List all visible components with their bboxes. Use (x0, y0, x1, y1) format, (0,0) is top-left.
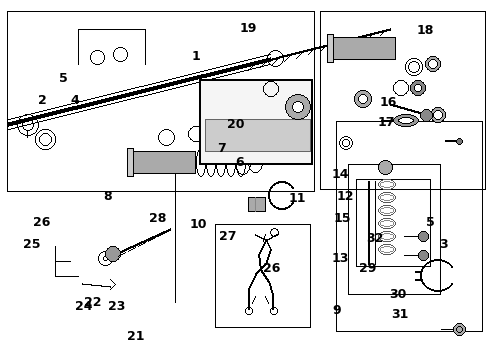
Text: 26: 26 (33, 216, 51, 229)
Text: 6: 6 (235, 156, 244, 168)
Text: 18: 18 (415, 23, 433, 36)
Text: 5: 5 (425, 216, 433, 229)
Text: 1: 1 (191, 50, 200, 63)
Text: 9: 9 (332, 303, 341, 316)
Text: 29: 29 (359, 262, 376, 275)
Text: 16: 16 (379, 96, 396, 109)
Text: 24: 24 (75, 301, 93, 314)
Text: 25: 25 (23, 238, 41, 252)
Text: 4: 4 (70, 94, 79, 108)
Text: 21: 21 (127, 330, 144, 343)
Text: 30: 30 (388, 288, 406, 302)
Text: 19: 19 (239, 22, 256, 35)
Text: 12: 12 (336, 189, 353, 202)
Text: 28: 28 (149, 212, 166, 225)
Text: 26: 26 (263, 261, 280, 274)
Text: 31: 31 (390, 309, 408, 321)
Text: 22: 22 (84, 296, 102, 309)
Text: 2: 2 (38, 94, 46, 108)
Text: 20: 20 (227, 118, 244, 131)
Text: 3: 3 (438, 238, 447, 251)
Text: 14: 14 (330, 168, 348, 181)
Text: 13: 13 (331, 252, 348, 265)
Text: 15: 15 (332, 211, 350, 225)
Text: 17: 17 (376, 116, 394, 129)
Text: 23: 23 (108, 301, 125, 314)
Text: 7: 7 (217, 141, 226, 154)
Text: 27: 27 (219, 230, 236, 243)
Text: 5: 5 (59, 72, 67, 85)
Text: 11: 11 (287, 193, 305, 206)
Text: 32: 32 (366, 233, 383, 246)
Text: 10: 10 (189, 217, 206, 230)
Text: 8: 8 (103, 189, 112, 202)
